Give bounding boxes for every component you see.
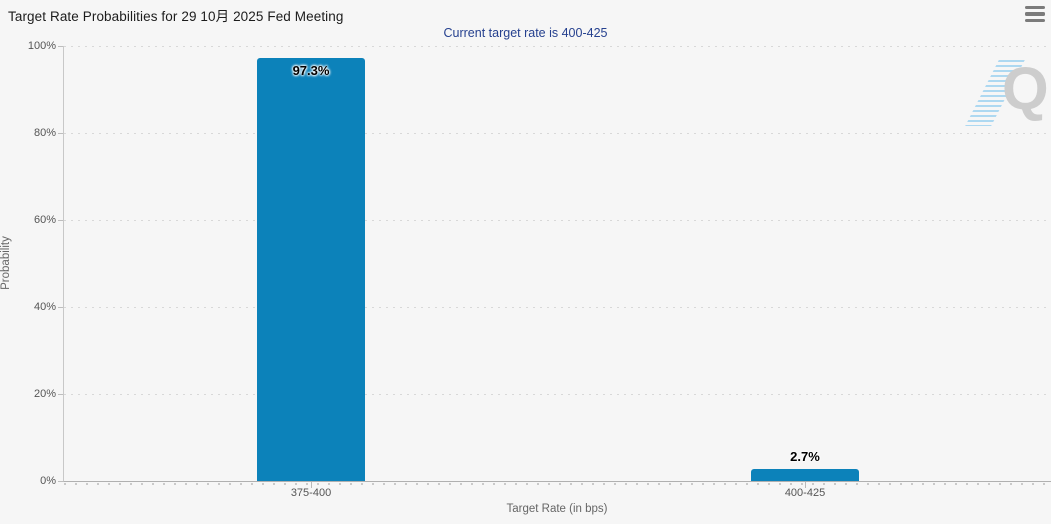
y-axis-labels: 0% 20% 40% 60% 80% 100% xyxy=(0,40,57,487)
hamburger-menu-icon[interactable] xyxy=(1025,6,1045,22)
y-axis-title: Probability xyxy=(0,236,12,290)
y-axis-tick xyxy=(58,133,63,134)
y-axis-tick xyxy=(58,307,63,308)
bar-value-label: 2.7% xyxy=(790,449,820,464)
y-tick-label: 0% xyxy=(40,475,56,487)
plot-area: 97.3% 375-400 2.7% 400-425 xyxy=(58,46,1051,499)
chart-subtitle: Current target rate is 400-425 xyxy=(443,26,608,40)
x-tick-label: 400-425 xyxy=(784,487,826,499)
gridline xyxy=(64,307,1051,308)
y-axis-tick xyxy=(58,481,63,482)
hamburger-bar xyxy=(1025,6,1045,10)
x-axis-tick xyxy=(805,482,806,488)
bar-value-label: 97.3% xyxy=(292,63,330,78)
y-tick-label: 20% xyxy=(33,388,56,400)
y-axis-tick xyxy=(58,46,63,47)
x-axis-title: Target Rate (in bps) xyxy=(506,503,608,515)
x-axis-minor-ticks xyxy=(64,483,1051,485)
page-title: Target Rate Probabilities for 29 10月 202… xyxy=(8,9,344,24)
gridline xyxy=(64,133,1051,134)
x-axis-tick xyxy=(311,482,312,488)
gridline xyxy=(64,394,1051,395)
bar[interactable] xyxy=(751,469,859,481)
y-tick-label: 40% xyxy=(33,301,56,313)
y-tick-label: 100% xyxy=(27,40,56,52)
y-tick-label: 60% xyxy=(33,214,56,226)
y-tick-label: 80% xyxy=(33,127,56,139)
bar[interactable] xyxy=(257,58,365,481)
hamburger-bar xyxy=(1025,12,1045,16)
y-axis-tick xyxy=(58,220,63,221)
gridline xyxy=(64,220,1051,221)
hamburger-bar xyxy=(1025,18,1045,22)
gridline xyxy=(64,46,1051,47)
x-tick-label: 375-400 xyxy=(290,487,332,499)
y-axis-tick xyxy=(58,394,63,395)
